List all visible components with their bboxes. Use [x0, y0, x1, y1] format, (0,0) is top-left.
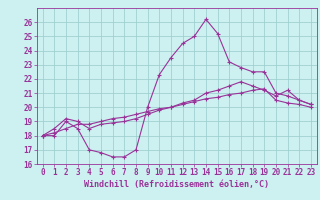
- X-axis label: Windchill (Refroidissement éolien,°C): Windchill (Refroidissement éolien,°C): [84, 180, 269, 189]
